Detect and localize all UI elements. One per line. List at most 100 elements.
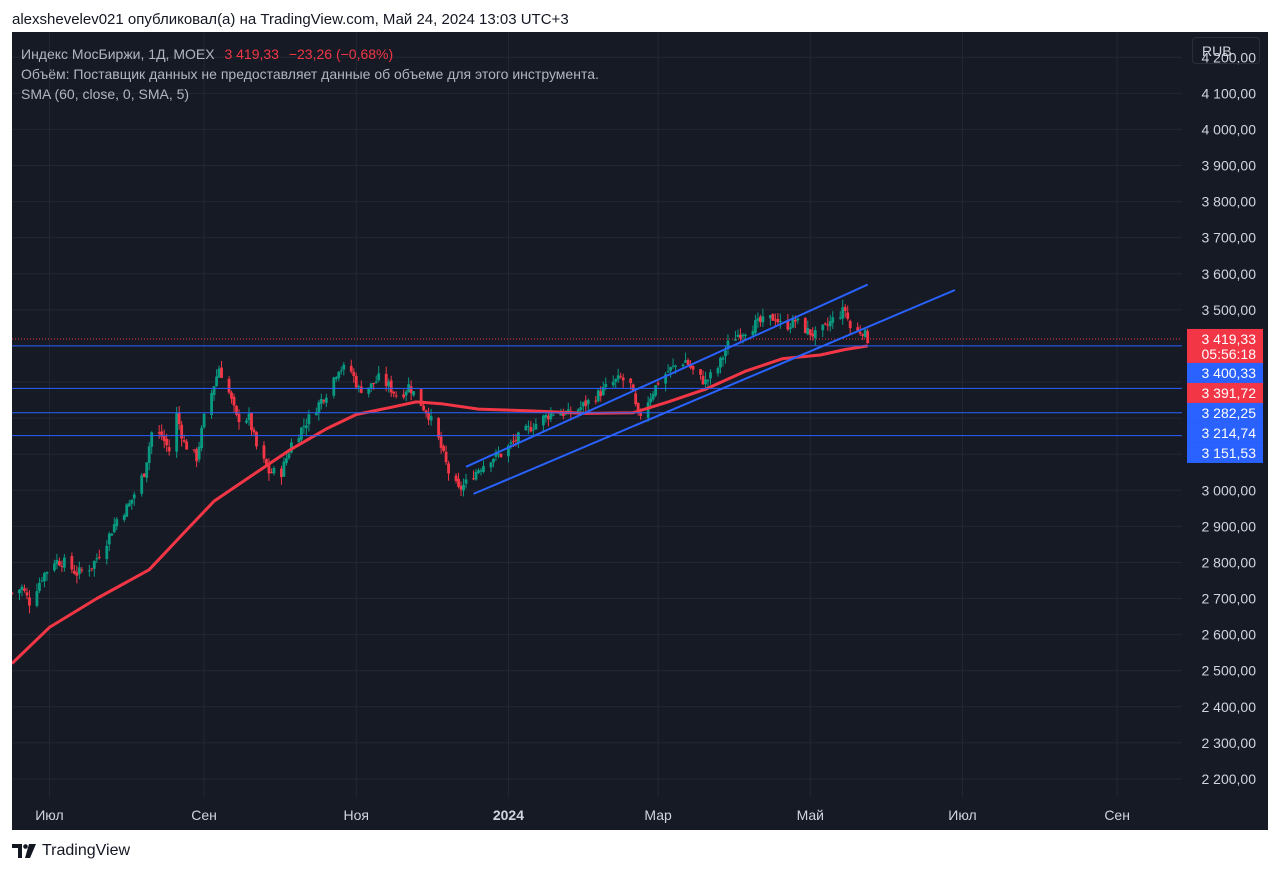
candle-body <box>684 360 687 363</box>
candle-113 <box>407 377 411 393</box>
candle-body <box>220 367 223 378</box>
candle-176 <box>629 378 633 390</box>
candle-body <box>409 386 413 394</box>
currency-button[interactable]: RUB <box>1192 37 1260 64</box>
candle-body <box>304 425 308 429</box>
candle-131 <box>472 470 475 481</box>
candle-body <box>352 371 356 376</box>
candle-body <box>796 318 800 321</box>
candle-212 <box>754 314 757 335</box>
candle-220 <box>778 313 782 329</box>
candle-167 <box>596 388 600 403</box>
candle-body <box>741 334 745 337</box>
candle-179 <box>636 402 640 416</box>
candle-155 <box>551 413 555 417</box>
candle-body <box>551 414 555 416</box>
candle-7 <box>38 577 41 594</box>
candle-body <box>202 413 206 428</box>
candle-101 <box>367 387 371 398</box>
candle-body <box>586 399 590 405</box>
candle-body <box>387 381 391 387</box>
candle-233 <box>826 317 830 331</box>
candle-225 <box>796 317 800 324</box>
price-chart[interactable]: 2 200,00 2 300,00 2 400,00 2 500,00 2 600,00… <box>12 32 1268 830</box>
candle-body <box>701 375 705 385</box>
candle-body <box>43 573 46 582</box>
candle-body <box>332 377 336 396</box>
candle-217 <box>771 313 775 321</box>
legend-symbol[interactable]: Индекс МосБиржи, 1Д, MOEX <box>21 46 215 62</box>
candle-103 <box>372 382 376 391</box>
candle-body <box>105 545 109 559</box>
candle-body <box>404 391 408 396</box>
price-label-text: 3 400,33 <box>1202 365 1257 381</box>
candle-body <box>529 427 533 432</box>
candle-body <box>674 365 677 367</box>
candle-body <box>150 432 154 447</box>
candle-34 <box>130 499 134 510</box>
chart-frame[interactable]: 2 200,00 2 300,00 2 400,00 2 500,00 2 600,00… <box>12 32 1268 830</box>
candle-8 <box>40 576 44 583</box>
candle-body <box>314 412 318 416</box>
candle-31 <box>122 513 126 523</box>
candle-body <box>651 393 655 400</box>
candle-body <box>162 435 166 441</box>
legend-sma[interactable]: SMA (60, close, 0, SMA, 5) <box>21 86 190 102</box>
candle-body <box>317 402 321 414</box>
candle-body <box>477 470 480 473</box>
candle-body <box>534 423 538 430</box>
candle-body <box>649 398 653 403</box>
candle-52 <box>195 447 199 468</box>
candle-body <box>526 425 530 427</box>
candle-93 <box>337 370 341 382</box>
candle-body <box>127 503 131 507</box>
candle-body <box>339 370 343 372</box>
candle-105 <box>377 365 381 383</box>
candle-215 <box>761 308 765 328</box>
candle-body <box>686 360 690 365</box>
candle-3 <box>23 584 26 593</box>
candle-body <box>122 515 126 520</box>
candle-body <box>634 393 638 405</box>
candle-55 <box>202 413 206 429</box>
candle-213 <box>756 312 760 328</box>
candle-body <box>354 375 358 388</box>
candle-body <box>709 372 712 379</box>
candle-body <box>72 570 76 574</box>
candle-214 <box>759 314 762 327</box>
y-tick-label: 3 700,00 <box>1202 230 1257 246</box>
candle-body <box>110 533 114 536</box>
candle-96 <box>349 359 353 374</box>
price-label-text: 3 391,72 <box>1202 385 1257 401</box>
candle-85 <box>307 409 311 432</box>
candle-body <box>245 420 248 423</box>
candle-body <box>788 327 792 330</box>
sma-line <box>12 344 868 665</box>
candle-173 <box>616 368 620 383</box>
y-tick-label: 2 400,00 <box>1202 699 1257 715</box>
candle-body <box>759 316 762 323</box>
candle-body <box>704 379 707 385</box>
candle-109 <box>392 391 396 398</box>
candle-body <box>843 307 847 311</box>
candle-47 <box>177 406 181 430</box>
candle-body <box>454 475 458 481</box>
trend-line-0 <box>465 283 869 468</box>
candle-body <box>654 385 658 396</box>
candle-53 <box>197 441 201 463</box>
candle-body <box>255 432 258 447</box>
candle-145 <box>517 431 520 449</box>
y-tick-label: 3 500,00 <box>1202 302 1257 318</box>
candle-body <box>357 386 361 388</box>
candle-body <box>594 400 598 402</box>
candle-body <box>584 400 588 407</box>
candle-body <box>671 365 675 367</box>
candle-37 <box>142 472 146 478</box>
candle-body <box>167 447 171 452</box>
candle-124 <box>444 445 448 465</box>
x-tick-label: Ноя <box>344 807 369 823</box>
x-tick-label: Мар <box>644 807 672 823</box>
price-label-bg <box>1187 402 1263 423</box>
candle-body <box>771 313 775 321</box>
legend-symbol-row: Индекс МосБиржи, 1Д, MOEX 3 419,33 −23,2… <box>21 44 599 64</box>
